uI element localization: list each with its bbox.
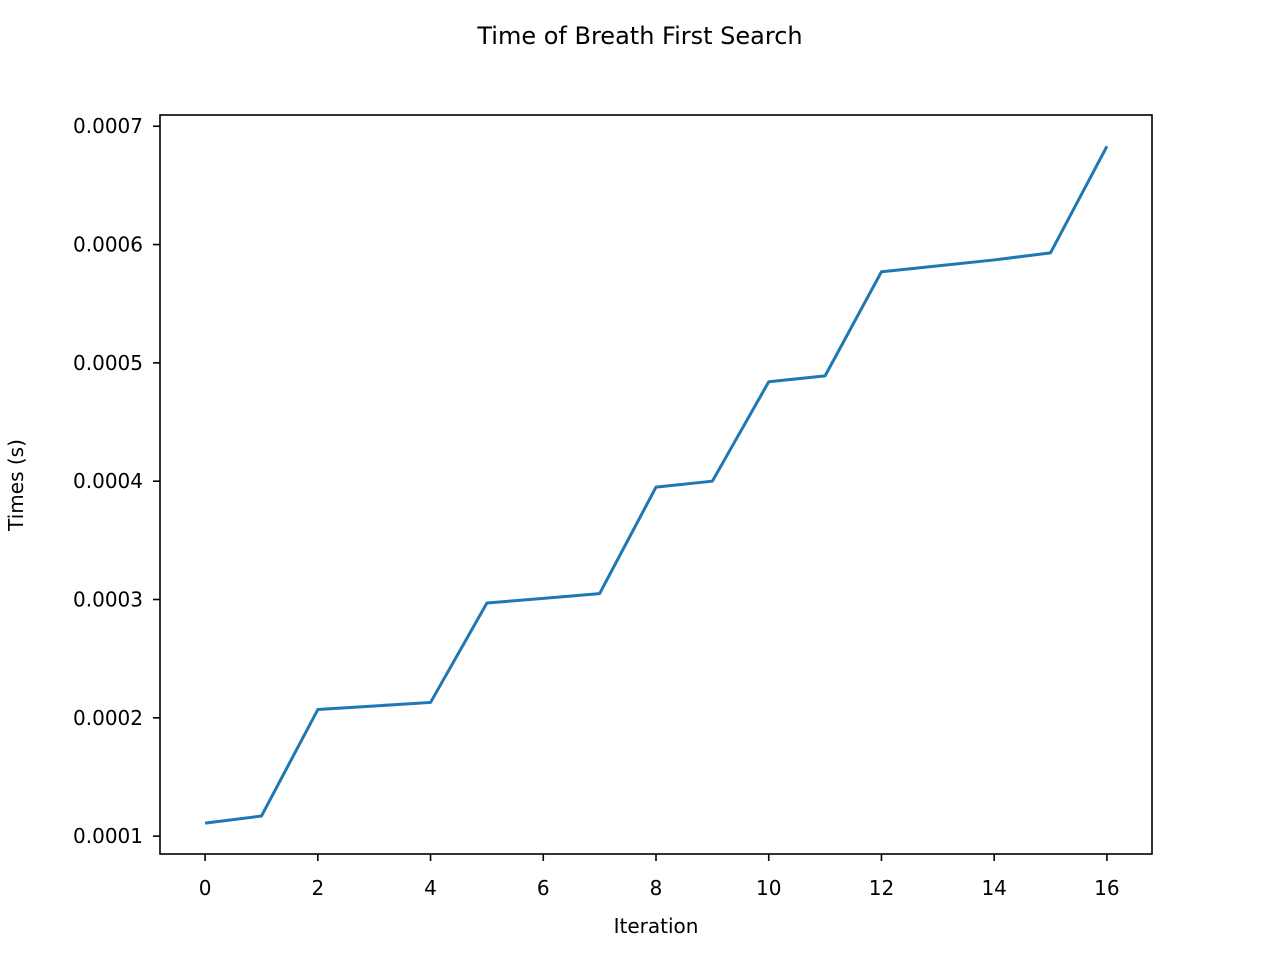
x-tick-label: 0 (199, 876, 212, 900)
y-axis-title: Times (s) (4, 439, 28, 532)
y-tick-label: 0.0007 (73, 114, 143, 138)
y-tick-label: 0.0003 (73, 588, 143, 612)
x-tick-label: 12 (869, 876, 894, 900)
x-tick-label: 8 (650, 876, 663, 900)
y-tick-label: 0.0001 (73, 824, 143, 848)
x-tick-label: 16 (1094, 876, 1119, 900)
series-line-0 (204, 145, 1109, 825)
y-tick-label: 0.0006 (73, 233, 143, 257)
x-tick-label: 10 (756, 876, 781, 900)
x-axis-title: Iteration (614, 914, 699, 938)
chart-title: Time of Breath First Search (476, 22, 802, 50)
x-tick-label: 14 (981, 876, 1006, 900)
x-tick-label: 2 (311, 876, 324, 900)
y-tick-label: 0.0005 (73, 351, 143, 375)
y-tick-label: 0.0002 (73, 706, 143, 730)
y-tick-label: 0.0004 (73, 469, 143, 493)
x-tick-label: 6 (537, 876, 550, 900)
x-tick-label: 4 (424, 876, 437, 900)
plot-area: 0 2 4 6 8 10 12 14 16 0.0001 0.0002 0.0003 0.0004 0.0… (73, 114, 1153, 900)
